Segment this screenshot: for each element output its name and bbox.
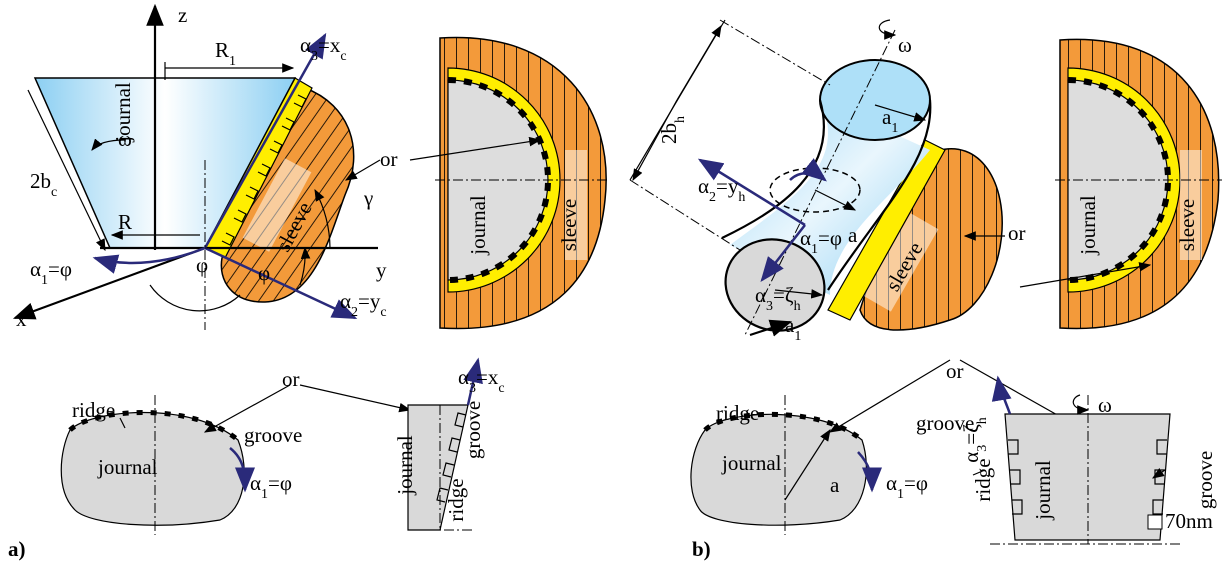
label: γ [363,186,373,210]
page: {"labels": [ "z", ["R","1"], ["α","3","=… [0,0,1223,563]
label: α3=xc [458,365,505,396]
figure: zR1α3=xcωjournal2bcRα1=φφγsleeveoryxα2=y… [0,0,1223,563]
subscript: c [498,381,504,396]
subscript: c [51,185,57,200]
label-part: =φ [268,471,292,495]
label: ridge [72,398,115,422]
subscript: 2 [709,190,716,205]
label: or [380,147,398,171]
subscript: 1 [229,54,236,69]
label: sleeve [557,199,581,251]
subscript: 1 [811,242,818,257]
label: ridge [971,458,995,501]
subscript: h [794,299,801,314]
label-part: =ζ [959,424,983,445]
label: a [830,473,840,497]
label-part: α [698,174,709,198]
subscript: h [673,116,688,123]
label-part: α [755,283,766,307]
subscript: c [380,305,386,320]
label-part: 2b [657,123,681,144]
label-part: =φ [904,471,928,495]
label: R [118,210,132,234]
label: journal [111,82,135,143]
label: journal [393,435,417,496]
label: journal [1076,195,1100,256]
subscript: 3 [469,381,476,396]
label-part: α [250,471,261,495]
label: a) [8,537,26,561]
label: 2bc [30,169,57,200]
label-part: α [886,471,897,495]
subscript: 3 [975,445,990,452]
label-part: α [800,226,811,250]
label-part: =x [318,33,341,57]
label: ω [898,33,912,57]
label: ω [1098,393,1112,417]
label-part: =y [716,174,739,198]
label: y [376,258,387,282]
subscript: c [340,49,346,64]
label: journal [466,195,490,256]
subscript: 1 [794,329,801,344]
label: groove [1193,451,1217,509]
label-part: =φ [48,257,72,281]
label-part: α [30,257,41,281]
label: α2=yh [698,174,745,205]
label: ridge [444,478,468,521]
label-part: α [458,365,469,389]
label: α1=φ [250,471,292,502]
label-part: =φ [818,226,842,250]
subscript: 1 [897,487,904,502]
label: groove [461,401,485,459]
label: 70nm [1165,509,1213,533]
label: or [1008,221,1026,245]
label-part: α [340,289,351,313]
subscript: h [975,417,990,424]
label: x [16,307,27,331]
subscript: 1 [891,121,898,136]
label: φ [258,261,270,285]
label: α3=xc [300,33,347,64]
label: or [946,359,964,383]
label: journal [721,451,782,475]
label: journal [1031,460,1055,521]
subscript: 2 [351,305,358,320]
label: α1=φ [886,471,928,502]
subscript: 1 [261,487,268,502]
label: φ [196,253,208,277]
label-part: =y [358,289,381,313]
label: z [178,3,187,27]
label: R1 [215,38,236,69]
label: journal [97,455,158,479]
subscript: 3 [766,299,773,314]
subscript: 3 [311,49,318,64]
subscript: h [738,190,745,205]
label-part: R [215,38,229,62]
label: a [848,223,858,247]
label: 2bh [657,116,688,144]
label: α1=φ [30,257,72,288]
label: ridge [716,401,759,425]
label-part: 2b [30,169,51,193]
label-part: =ζ [773,283,794,307]
label-part: =x [476,365,499,389]
subscript: 1 [41,273,48,288]
label-part: α [300,33,311,57]
label: groove [244,423,302,447]
label: sleeve [1175,199,1199,251]
label: b) [692,537,711,561]
label: or [282,367,300,391]
